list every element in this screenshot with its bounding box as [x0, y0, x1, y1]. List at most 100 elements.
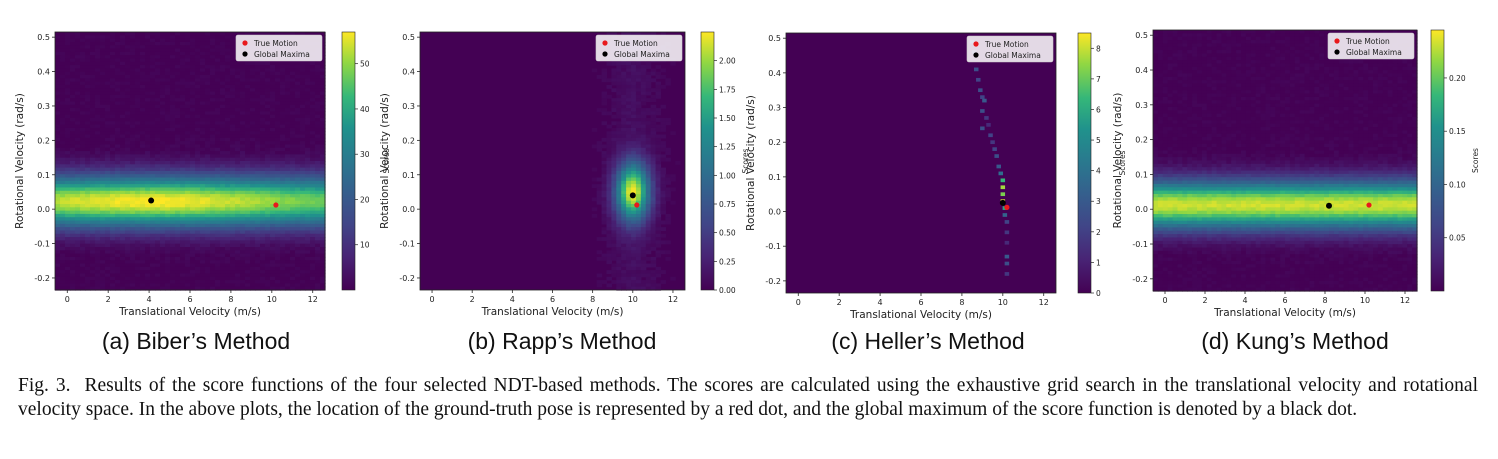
heatmap-cell	[110, 227, 116, 232]
heatmap-cell	[145, 213, 151, 218]
heatmap-cell	[75, 197, 81, 202]
heatmap-cell	[205, 184, 211, 189]
heatmap-cell	[621, 213, 627, 218]
colorbar	[341, 31, 356, 291]
heatmap-cell	[280, 243, 286, 248]
heatmap-cell	[270, 184, 276, 189]
heatmap-cell	[135, 276, 141, 281]
heatmap-cell	[250, 118, 256, 122]
heatmap-cell	[190, 161, 196, 165]
heatmap-cell	[80, 91, 86, 96]
heatmap-cell	[75, 91, 81, 96]
heatmap-cell	[616, 94, 622, 99]
heatmap-cell	[165, 240, 171, 245]
heatmap-cell	[65, 51, 71, 56]
heatmap-cell	[300, 101, 306, 106]
heatmap-cell	[150, 88, 156, 93]
heatmap-cell	[295, 84, 301, 89]
heatmap-cell	[260, 250, 266, 255]
heatmap-cell	[85, 114, 91, 119]
heatmap-cell	[215, 98, 221, 103]
heatmap-cell	[70, 187, 76, 192]
heatmap-cell	[295, 161, 301, 165]
heatmap-cell	[631, 137, 637, 142]
heatmap-cell	[275, 270, 281, 275]
heatmap-cell	[165, 111, 171, 116]
heatmap-cell	[135, 94, 141, 99]
heatmap-cell	[115, 233, 121, 238]
heatmap-cell	[215, 134, 221, 139]
heatmap-cell	[120, 137, 126, 142]
heatmap-cell	[601, 190, 608, 195]
heatmap-cell	[616, 65, 622, 69]
heatmap-cell	[140, 108, 146, 112]
heatmap-cell	[105, 177, 111, 182]
heatmap-cell	[80, 217, 86, 222]
heatmap-cell	[220, 91, 226, 96]
heatmap-cell	[635, 217, 642, 222]
heatmap-cell	[300, 276, 306, 281]
heatmap-cell	[130, 184, 136, 189]
heatmap-cell	[310, 247, 316, 251]
heatmap-cell	[245, 207, 251, 212]
heatmap-cell	[645, 124, 652, 129]
heatmap-cell	[135, 240, 141, 245]
heatmap-cell	[230, 187, 236, 192]
heatmap-cell	[200, 68, 206, 73]
heatmap-cell	[305, 127, 311, 132]
heatmap-cell	[601, 154, 608, 159]
heatmap-cell	[200, 207, 206, 212]
heatmap-cell	[155, 38, 161, 43]
heatmap-cell	[190, 247, 196, 251]
heatmap-cell	[210, 227, 216, 232]
heatmap-cell	[155, 88, 161, 93]
heatmap-cell	[295, 266, 301, 271]
heatmap-cell	[265, 147, 271, 152]
heatmap-cell	[611, 61, 617, 66]
heatmap-cell	[245, 161, 251, 165]
heatmap-cell	[185, 184, 191, 189]
heatmap-cell	[105, 91, 111, 96]
heatmap-cell	[225, 35, 231, 40]
heatmap-cell	[255, 283, 261, 288]
heatmap-cell	[611, 210, 617, 215]
heatmap-cell	[150, 75, 156, 79]
heatmap-cell	[300, 213, 306, 218]
heatmap-cell	[125, 84, 131, 89]
heatmap-cell	[120, 167, 126, 172]
heatmap-cell	[300, 286, 306, 291]
heatmap-cell	[260, 187, 266, 192]
heatmap-cell	[611, 194, 617, 198]
heatmap-cell	[195, 75, 201, 79]
heatmap-cell	[270, 286, 276, 291]
heatmap-cell	[290, 101, 296, 106]
heatmap-cell	[626, 164, 632, 169]
heatmap-cell	[140, 71, 146, 76]
heatmap-cell	[220, 137, 226, 142]
heatmap-cell	[270, 71, 276, 76]
heatmap-cell	[596, 190, 603, 195]
heatmap-cell	[295, 118, 301, 122]
heatmap-cell	[115, 161, 121, 165]
heatmap-cell	[70, 204, 76, 208]
heatmap-cell	[200, 286, 206, 291]
heatmap-cell	[145, 167, 151, 172]
heatmap-cell	[165, 38, 171, 43]
heatmap-cell	[55, 151, 61, 155]
heatmap-cell	[110, 124, 116, 129]
heatmap-cell	[140, 88, 146, 93]
heatmap-cell	[315, 108, 321, 112]
heatmap-cell	[100, 71, 106, 76]
heatmap-cell	[70, 210, 76, 215]
heatmap-cell	[300, 161, 306, 165]
heatmap-cell	[55, 280, 61, 284]
heatmap-cell	[180, 184, 186, 189]
heatmap-cell	[280, 161, 286, 165]
heatmap-cell	[295, 65, 301, 69]
heatmap-cell	[305, 184, 311, 189]
heatmap-cell	[235, 256, 241, 261]
heatmap-cell	[105, 101, 111, 106]
heatmap-cell	[180, 187, 186, 192]
heatmap-cell	[75, 174, 81, 179]
heatmap-cell	[290, 276, 296, 281]
